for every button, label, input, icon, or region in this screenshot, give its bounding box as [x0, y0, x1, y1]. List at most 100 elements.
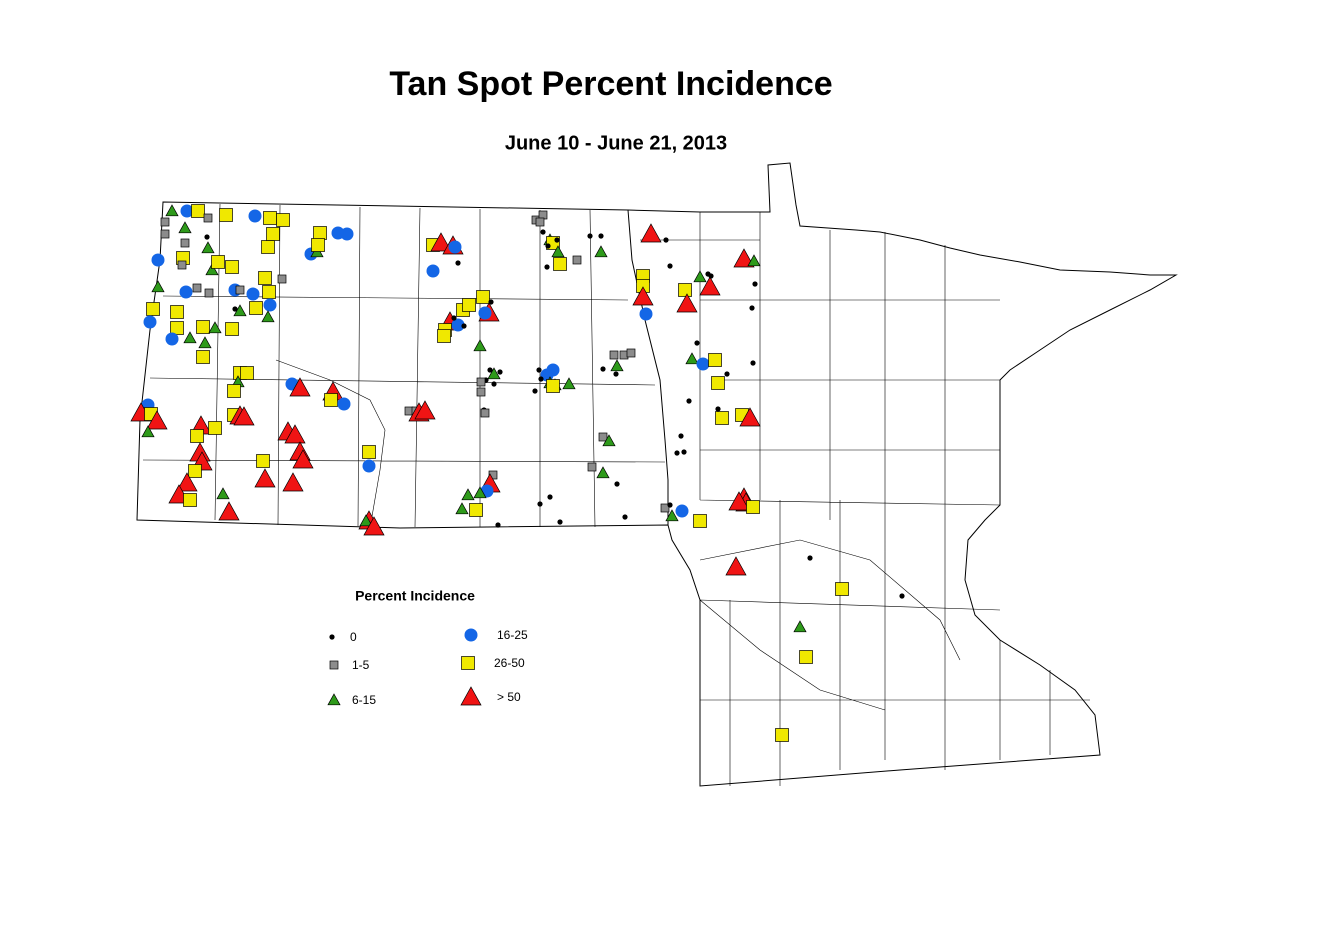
marker-triangle: [739, 407, 761, 427]
marker-square: [180, 238, 190, 248]
marker-circle: [246, 287, 260, 301]
marker-dot: [557, 519, 563, 525]
marker-triangle: [596, 466, 610, 479]
marker-dot: [750, 360, 756, 366]
state-outlines: [136, 162, 1178, 787]
marker-square: [249, 301, 263, 315]
marker-circle: [151, 253, 165, 267]
marker-square: [546, 379, 560, 393]
marker-square: [225, 322, 239, 336]
marker-triangle: [282, 472, 304, 492]
marker-square: [227, 384, 241, 398]
marker-circle: [248, 209, 262, 223]
marker-square: [461, 656, 475, 670]
marker-dot: [540, 229, 546, 235]
marker-triangle: [455, 502, 469, 515]
marker-circle: [179, 285, 193, 299]
marker-dot: [667, 263, 673, 269]
marker-triangle: [632, 286, 654, 306]
marker-triangle: [725, 556, 747, 576]
marker-square: [262, 285, 276, 299]
marker-triangle: [176, 472, 198, 492]
marker-circle: [337, 397, 351, 411]
marker-triangle: [327, 693, 341, 706]
marker-square: [261, 240, 275, 254]
marker-triangle: [728, 491, 750, 511]
marker-square: [208, 421, 222, 435]
marker-circle: [478, 306, 492, 320]
marker-triangle: [292, 449, 314, 469]
marker-triangle: [610, 359, 624, 372]
marker-dot: [674, 450, 680, 456]
marker-triangle: [460, 686, 482, 706]
title: Tan Spot Percent Incidence: [389, 65, 832, 103]
marker-square: [190, 429, 204, 443]
legend-label: 16-25: [497, 628, 528, 642]
marker-square: [191, 204, 205, 218]
marker-triangle: [289, 377, 311, 397]
marker-dot: [587, 233, 593, 239]
marker-square: [324, 393, 338, 407]
marker-triangle: [487, 367, 501, 380]
marker-dot: [497, 369, 503, 375]
marker-dot: [545, 243, 551, 249]
marker-dot: [667, 502, 673, 508]
marker-circle: [426, 264, 440, 278]
marker-triangle: [430, 232, 452, 252]
marker-square: [462, 298, 476, 312]
marker-square: [572, 255, 582, 265]
marker-square: [188, 464, 202, 478]
marker-dot: [749, 305, 755, 311]
marker-triangle: [693, 270, 707, 283]
marker-dot: [752, 281, 758, 287]
marker-square: [711, 376, 725, 390]
marker-triangle: [699, 276, 721, 296]
marker-dot: [461, 323, 467, 329]
marker-square: [708, 353, 722, 367]
marker-dot: [681, 449, 687, 455]
marker-triangle: [733, 248, 755, 268]
marker-triangle: [640, 223, 662, 243]
outline: [136, 162, 1178, 787]
marker-square: [311, 238, 325, 252]
marker-square: [211, 255, 225, 269]
marker-circle: [696, 357, 710, 371]
marker-dot: [622, 514, 628, 520]
marker-triangle: [284, 424, 306, 444]
legend-label: 6-15: [352, 693, 376, 707]
marker-square: [362, 445, 376, 459]
marker-triangle: [685, 352, 699, 365]
marker-dot: [536, 367, 542, 373]
marker-square: [204, 288, 214, 298]
marker-square: [626, 348, 636, 358]
marker-triangle: [165, 204, 179, 217]
marker-square: [535, 217, 545, 227]
marker-square: [476, 387, 486, 397]
marker-circle: [180, 204, 194, 218]
marker-dot: [538, 376, 544, 382]
marker-dot: [488, 299, 494, 305]
legend-label: 0: [350, 630, 357, 644]
marker-square: [553, 257, 567, 271]
marker-square: [609, 350, 619, 360]
subtitle: June 10 - June 21, 2013: [505, 132, 727, 154]
marker-circle: [639, 307, 653, 321]
marker-square: [775, 728, 789, 742]
marker-square: [693, 514, 707, 528]
legend-label: > 50: [497, 690, 521, 704]
marker-square: [160, 217, 170, 227]
marker-dot: [204, 234, 210, 240]
marker-square: [329, 660, 339, 670]
marker-dot: [495, 522, 501, 528]
marker-dot: [708, 273, 714, 279]
marker-triangle: [261, 310, 275, 323]
marker-dot: [329, 634, 335, 640]
markers: [130, 204, 905, 742]
marker-square: [715, 411, 729, 425]
legend-label: 26-50: [494, 656, 525, 670]
marker-triangle: [473, 339, 487, 352]
marker-square: [192, 283, 202, 293]
marker-triangle: [141, 425, 155, 438]
marker-square: [476, 290, 490, 304]
